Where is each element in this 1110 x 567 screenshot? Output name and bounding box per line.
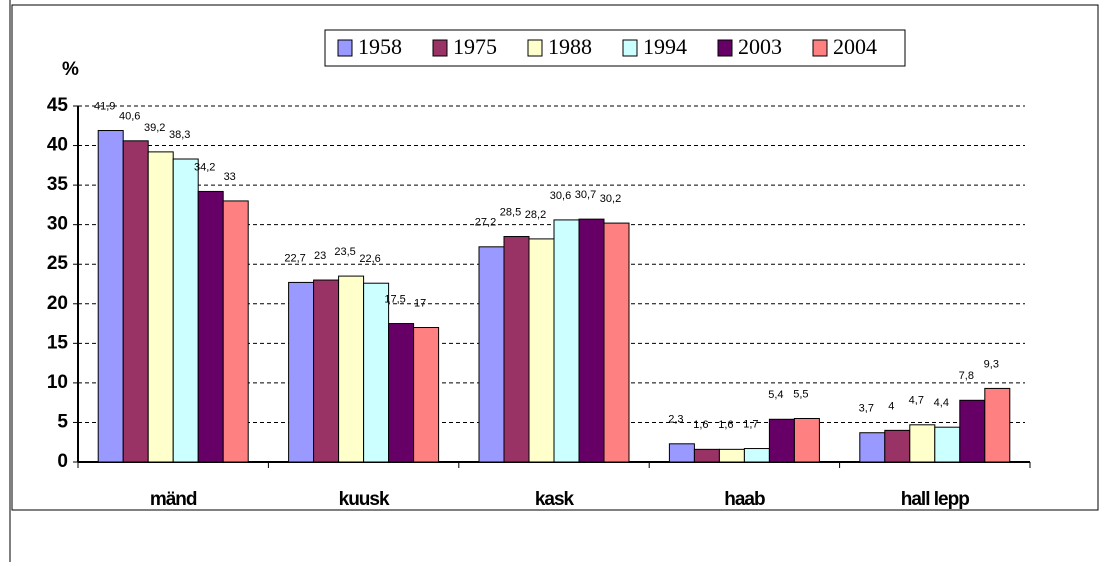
legend-label: 2003 xyxy=(738,34,782,59)
value-label: 28,5 xyxy=(500,206,521,218)
legend-label: 1988 xyxy=(548,34,592,59)
bar xyxy=(909,424,936,463)
y-tick-label: 10 xyxy=(47,372,68,393)
y-tick-label: 45 xyxy=(47,95,69,116)
bar xyxy=(718,448,745,463)
x-tick-label: kuusk xyxy=(339,489,390,510)
y-tick-label: 5 xyxy=(57,411,68,432)
bar xyxy=(222,200,249,463)
legend-swatch xyxy=(432,39,448,57)
bar xyxy=(313,279,340,463)
bar xyxy=(693,448,720,463)
value-label: 5,5 xyxy=(793,388,808,400)
y-tick-label: 25 xyxy=(47,253,69,274)
legend-swatch xyxy=(622,39,638,57)
bar xyxy=(197,190,224,463)
value-label: 4,4 xyxy=(934,397,949,409)
value-label: 30,2 xyxy=(600,193,621,205)
legend-swatch xyxy=(717,39,733,57)
value-label: 2,3 xyxy=(668,414,683,426)
legend-swatch xyxy=(527,39,543,57)
value-label: 22,7 xyxy=(284,252,305,264)
value-label: 33 xyxy=(224,171,236,183)
bar xyxy=(413,327,440,463)
value-label: 40,6 xyxy=(119,111,140,123)
bar xyxy=(388,323,415,463)
legend-label: 2004 xyxy=(833,34,877,59)
y-tick-label: 40 xyxy=(47,135,68,156)
bar xyxy=(503,236,530,463)
y-tick-label: 35 xyxy=(47,174,69,195)
y-tick-label: 20 xyxy=(47,293,68,314)
value-label: 22,6 xyxy=(359,253,380,265)
value-label: 27,2 xyxy=(475,217,496,229)
y-tick-label: 30 xyxy=(47,214,68,235)
bar xyxy=(553,219,580,463)
x-tick-label: mänd xyxy=(150,489,197,510)
bar xyxy=(578,218,605,463)
value-label: 7,8 xyxy=(959,370,974,382)
bar xyxy=(984,387,1011,463)
value-label: 1,7 xyxy=(743,418,758,430)
y-tick-label: 0 xyxy=(57,451,68,472)
bar xyxy=(884,429,911,463)
bar xyxy=(478,246,505,463)
x-tick-label: haab xyxy=(724,489,765,510)
value-label: 4,7 xyxy=(909,395,924,407)
value-label: 41,9 xyxy=(94,100,115,112)
bar xyxy=(859,432,886,463)
value-label: 34,2 xyxy=(194,161,215,173)
value-label: 23,5 xyxy=(334,246,355,258)
x-tick-label: hall lepp xyxy=(901,489,969,510)
value-label: 4 xyxy=(888,400,894,412)
legend-label: 1975 xyxy=(453,34,497,59)
y-tick-label: 15 xyxy=(47,332,69,353)
legend-label: 1958 xyxy=(358,34,402,59)
legend-swatch xyxy=(812,39,828,57)
chart-frame xyxy=(11,4,1099,511)
bar xyxy=(528,238,555,463)
value-label: 23 xyxy=(314,250,326,262)
value-label: 30,7 xyxy=(575,189,596,201)
value-label: 28,2 xyxy=(525,209,546,221)
value-label: 5,4 xyxy=(768,389,783,401)
value-label: 38,3 xyxy=(169,129,190,141)
bar xyxy=(768,418,795,463)
value-label: 39,2 xyxy=(144,122,165,134)
bar xyxy=(97,130,124,463)
legend-label: 1994 xyxy=(643,34,687,59)
value-label: 30,6 xyxy=(550,190,571,202)
bar xyxy=(338,275,365,463)
bar xyxy=(172,158,199,463)
y-axis-label: % xyxy=(62,59,79,80)
value-label: 17 xyxy=(414,297,426,309)
bar xyxy=(959,399,986,463)
bar xyxy=(603,222,630,463)
value-label: 17,5 xyxy=(384,293,405,305)
bar xyxy=(147,151,174,463)
bar xyxy=(743,448,770,463)
value-label: 1,6 xyxy=(718,419,733,431)
bar xyxy=(668,443,695,463)
value-label: 9,3 xyxy=(984,358,999,370)
x-tick-label: kask xyxy=(535,489,575,510)
bar xyxy=(793,417,820,463)
bar xyxy=(363,282,390,463)
legend-box xyxy=(324,29,906,67)
bar xyxy=(288,281,315,463)
bar xyxy=(934,426,961,463)
bar xyxy=(122,140,149,463)
legend-swatch xyxy=(337,39,353,57)
value-label: 3,7 xyxy=(859,403,874,415)
value-label: 1,6 xyxy=(693,419,708,431)
